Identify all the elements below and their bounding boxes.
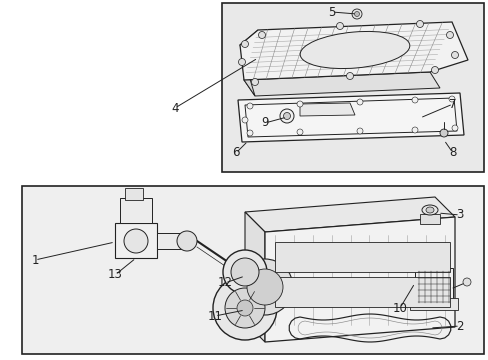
Text: 5: 5 <box>327 5 335 18</box>
Ellipse shape <box>224 288 264 328</box>
Ellipse shape <box>425 207 433 213</box>
Circle shape <box>246 130 252 136</box>
Circle shape <box>296 129 303 135</box>
Bar <box>120 198 152 223</box>
Circle shape <box>258 31 265 39</box>
Ellipse shape <box>230 258 259 286</box>
Bar <box>414 268 452 306</box>
Bar <box>22 186 483 354</box>
Ellipse shape <box>421 205 437 215</box>
Circle shape <box>356 99 362 105</box>
Ellipse shape <box>124 229 148 253</box>
Circle shape <box>450 51 458 58</box>
Bar <box>125 188 142 200</box>
Circle shape <box>416 21 423 27</box>
Circle shape <box>242 117 247 123</box>
Polygon shape <box>299 103 354 116</box>
Text: 6: 6 <box>232 147 239 159</box>
Polygon shape <box>240 22 467 80</box>
Text: 9: 9 <box>261 117 268 130</box>
Circle shape <box>451 125 457 131</box>
Ellipse shape <box>213 276 276 340</box>
Text: 13: 13 <box>107 269 122 282</box>
Circle shape <box>448 96 454 102</box>
Circle shape <box>439 129 447 137</box>
Ellipse shape <box>351 9 361 19</box>
Polygon shape <box>244 72 439 96</box>
Ellipse shape <box>177 231 197 251</box>
Polygon shape <box>244 197 454 232</box>
Bar <box>409 298 457 310</box>
Circle shape <box>430 67 438 73</box>
Ellipse shape <box>237 259 292 315</box>
Text: 4: 4 <box>171 102 179 114</box>
Circle shape <box>251 78 258 85</box>
Ellipse shape <box>237 300 252 316</box>
Circle shape <box>241 40 248 48</box>
Bar <box>274 277 449 307</box>
Text: 11: 11 <box>207 310 222 323</box>
Ellipse shape <box>300 31 409 68</box>
Polygon shape <box>238 93 463 142</box>
Text: 8: 8 <box>448 147 456 159</box>
Circle shape <box>238 58 245 66</box>
Ellipse shape <box>246 269 283 305</box>
Circle shape <box>411 97 417 103</box>
Bar <box>157 233 182 249</box>
Circle shape <box>283 112 290 120</box>
Polygon shape <box>244 212 264 342</box>
Text: 7: 7 <box>448 98 456 111</box>
Text: 2: 2 <box>455 320 463 333</box>
Ellipse shape <box>354 12 359 17</box>
Circle shape <box>296 101 303 107</box>
Text: 3: 3 <box>455 208 463 221</box>
Text: 10: 10 <box>392 302 407 315</box>
Circle shape <box>411 127 417 133</box>
Bar <box>274 242 449 272</box>
Ellipse shape <box>462 278 470 286</box>
Ellipse shape <box>223 250 266 294</box>
Text: 12: 12 <box>217 276 232 289</box>
Polygon shape <box>240 30 258 96</box>
Circle shape <box>446 31 452 39</box>
Circle shape <box>356 128 362 134</box>
Text: 1: 1 <box>31 253 39 266</box>
Circle shape <box>336 22 343 30</box>
Circle shape <box>246 103 252 109</box>
Circle shape <box>280 109 293 123</box>
Bar <box>222 3 483 172</box>
Polygon shape <box>264 217 454 342</box>
Bar <box>115 223 157 258</box>
Bar <box>419 214 439 224</box>
Circle shape <box>346 72 353 80</box>
